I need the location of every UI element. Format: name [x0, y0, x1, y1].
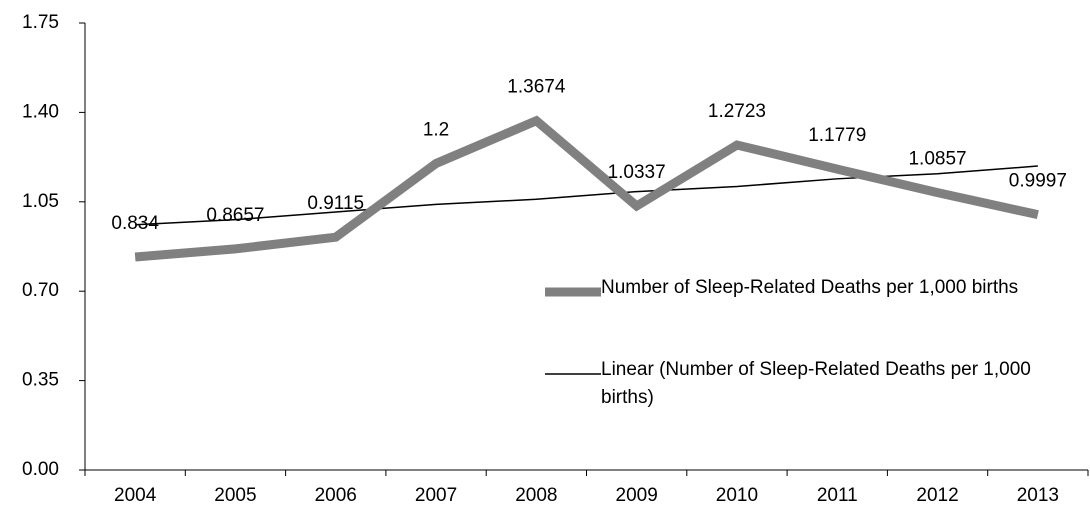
data-label: 1.3674 — [507, 77, 566, 98]
data-label: 0.8657 — [206, 205, 264, 226]
legend-entry: Number of Sleep-Related Deaths per 1,000… — [545, 274, 1041, 302]
x-tick-label: 2012 — [916, 485, 958, 506]
x-tick-label: 2009 — [616, 485, 658, 506]
data-line — [134, 115, 1039, 262]
x-tick-label: 2007 — [415, 485, 457, 506]
y-tick-label: 1.40 — [22, 101, 59, 122]
data-label: 0.9997 — [1009, 171, 1067, 192]
y-tick-label: 0.00 — [22, 459, 59, 480]
y-tick-label: 0.70 — [22, 280, 59, 301]
legend-label: Linear (Number of Sleep-Related Deaths p… — [601, 359, 1031, 408]
y-tick-label: 1.05 — [22, 191, 59, 212]
y-tick-label: 1.75 — [22, 12, 59, 33]
data-label: 1.2 — [423, 120, 449, 141]
data-label: 0.834 — [111, 213, 159, 234]
x-tick-label: 2011 — [817, 485, 858, 506]
legend-label: Number of Sleep-Related Deaths per 1,000… — [601, 277, 1019, 298]
legend-key — [545, 373, 601, 375]
data-label: 1.1779 — [808, 125, 866, 146]
x-tick-label: 2008 — [515, 485, 557, 506]
legend-key — [545, 287, 601, 297]
data-label: 1.2723 — [708, 101, 766, 122]
data-label: 0.9115 — [307, 193, 364, 214]
x-tick-label: 2004 — [114, 485, 157, 506]
x-tick-label: 2005 — [214, 485, 256, 506]
data-label: 1.0857 — [908, 149, 966, 170]
x-tick-label: 2010 — [716, 485, 758, 506]
x-tick-label: 2006 — [315, 485, 357, 506]
data-label: 1.0337 — [608, 162, 666, 183]
y-tick-label: 0.35 — [22, 370, 59, 391]
legend-entry: Linear (Number of Sleep-Related Deaths p… — [545, 356, 1041, 412]
x-tick-label: 2013 — [1017, 485, 1059, 506]
trend-line — [135, 165, 1038, 226]
